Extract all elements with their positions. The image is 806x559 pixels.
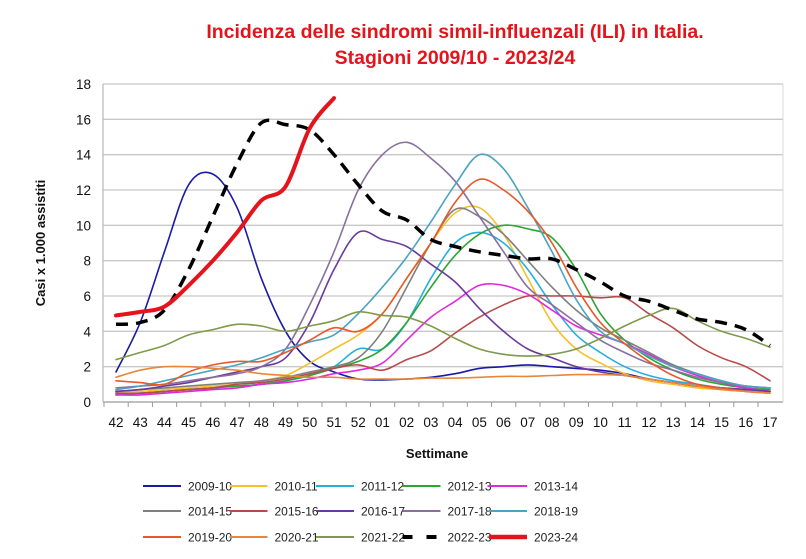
x-axis-label: Settimane [406,446,468,461]
x-tick-label: 44 [157,415,173,430]
legend-item-2023-24: 2023-24 [489,531,578,545]
x-tick-label: 43 [133,415,148,430]
series-line-2016-17 [115,230,771,393]
legend-label: 2016-17 [361,505,405,519]
legend-label: 2009-10 [188,480,232,494]
series-line-2020-21 [115,365,771,394]
series-line-2017-18 [115,141,771,389]
x-tick-label: 17 [762,415,777,430]
x-tick-label: 12 [641,415,656,430]
legend-label: 2012-13 [448,480,492,494]
series-line-2019-20 [115,178,771,394]
legend-label: 2019-20 [188,531,232,545]
legend-label: 2018-19 [534,505,578,519]
legend-label: 2020-21 [275,531,319,545]
x-tick-label: 03 [423,415,438,430]
legend-label: 2022-23 [448,531,492,545]
legend-item-2018-19: 2018-19 [489,505,578,519]
y-tick-label: 18 [76,77,91,92]
x-tick-label: 47 [230,415,245,430]
x-tick-label: 46 [205,415,220,430]
x-axis-ticks: 42 43 44 45 46 47 48 49 50 51 52 01 02 03 04 05 06 07 08 09… [103,402,778,430]
series-lines [114,96,771,396]
y-tick-label: 0 [83,395,91,410]
legend-item-2017-18: 2017-18 [402,505,492,519]
x-tick-label: 50 [302,415,317,430]
legend-item-2021-22: 2021-22 [316,531,405,545]
x-tick-label: 13 [666,415,681,430]
x-tick-label: 49 [278,415,293,430]
legend-label: 2010-11 [275,480,318,494]
y-tick-label: 12 [76,183,91,198]
x-tick-label: 05 [472,415,487,430]
legend-item-2019-20: 2019-20 [143,531,232,545]
y-tick-label: 4 [83,324,91,339]
legend-label: 2011-12 [361,480,404,494]
x-tick-label: 06 [496,415,511,430]
legend-label: 2021-22 [361,531,405,545]
y-axis-label: Casi x 1.000 assistiti [33,180,48,306]
x-tick-label: 48 [254,415,269,430]
x-tick-label: 08 [544,415,559,430]
legend-item-2016-17: 2016-17 [316,505,405,519]
chart-title-line-2: Stagioni 2009/10 - 2023/24 [335,47,576,69]
series-line-2023-24 [114,96,336,318]
legend-item-2011-12: 2011-12 [316,480,404,494]
x-tick-label: 04 [448,415,464,430]
legend-item-2010-11: 2010-11 [229,480,318,494]
y-tick-label: 6 [83,289,91,304]
legend-item-2022-23: 2022-23 [402,531,492,545]
x-tick-label: 52 [351,415,366,430]
x-tick-label: 09 [569,415,584,430]
legend-label: 2014-15 [188,505,232,519]
series-line-2013-14 [115,283,771,396]
x-tick-label: 51 [326,415,341,430]
chart-title-line-1: Incidenza delle sindromi simil-influenza… [206,21,703,43]
y-axis-ticks: 0 2 4 6 8 10 12 14 16 18 [76,77,92,410]
legend-item-2013-14: 2013-14 [489,480,578,494]
x-tick-label: 16 [738,415,753,430]
series-line-2018-19 [115,153,771,391]
legend-item-2014-15: 2014-15 [143,505,232,519]
legend-label: 2013-14 [534,480,578,494]
y-tick-label: 8 [83,254,91,269]
legend-item-2015-16: 2015-16 [229,505,319,519]
series-line-2021-22 [115,307,771,361]
legend-label: 2023-24 [534,531,578,545]
x-tick-label: 15 [714,415,729,430]
x-tick-label: 45 [181,415,196,430]
y-tick-label: 16 [76,112,91,127]
x-tick-label: 02 [399,415,414,430]
x-tick-label: 42 [108,415,123,430]
legend-item-2009-10: 2009-10 [143,480,232,494]
x-tick-label: 14 [690,415,706,430]
series-line-2009-10 [115,171,771,393]
x-tick-label: 11 [618,415,632,430]
series-line-2015-16 [115,294,771,395]
legend: 2009-10 2010-11 2011-12 2012-13 2013-14 2014-… [143,480,578,545]
series-line-2012-13 [115,224,771,396]
y-tick-label: 10 [76,218,91,233]
grid [102,83,784,403]
y-tick-label: 14 [76,148,92,163]
x-tick-label: 07 [520,415,535,430]
x-tick-label: 10 [593,415,608,430]
legend-label: 2017-18 [448,505,492,519]
legend-item-2012-13: 2012-13 [402,480,492,494]
y-tick-label: 2 [83,360,91,375]
legend-label: 2015-16 [275,505,319,519]
x-tick-label: 01 [375,415,390,430]
series-line-2022-23 [115,118,771,347]
legend-item-2020-21: 2020-21 [229,531,319,545]
